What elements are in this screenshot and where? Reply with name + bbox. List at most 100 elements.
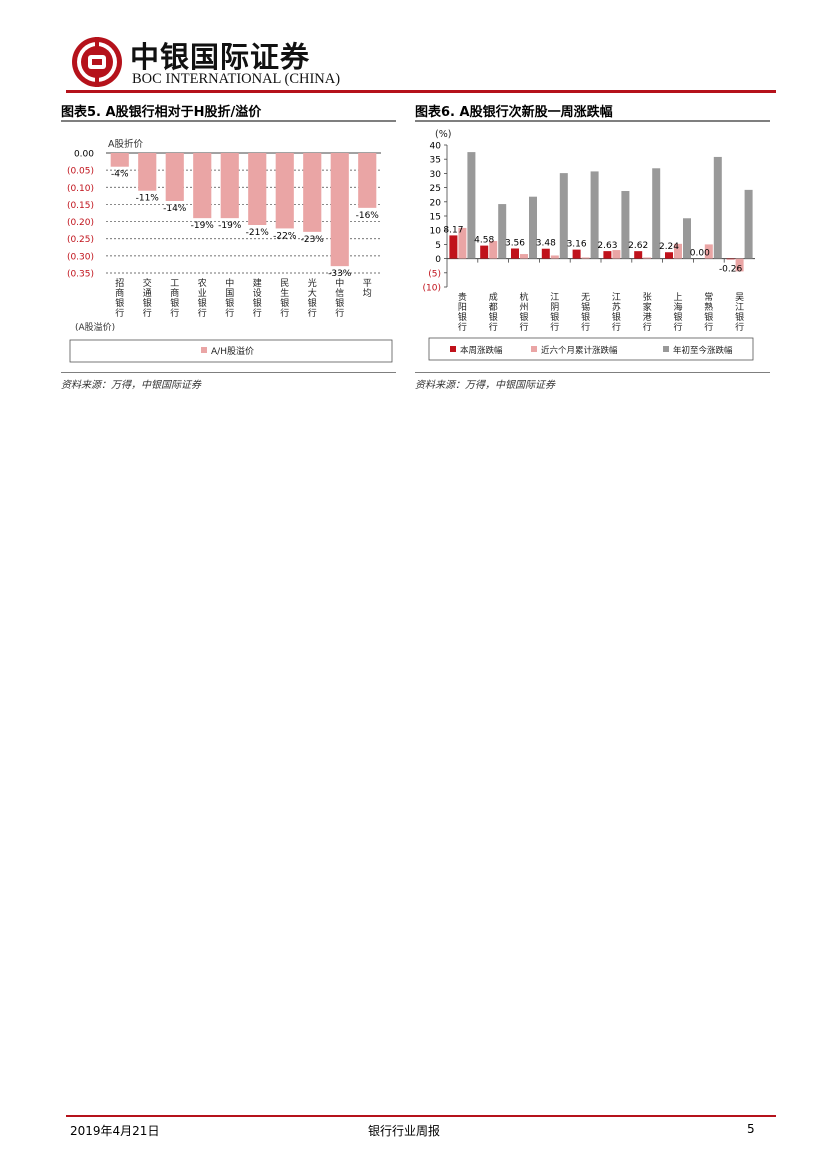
- legend-box: [69, 339, 393, 363]
- data-label: 2.63: [597, 241, 617, 251]
- bar: [489, 240, 498, 259]
- y-axis-title: A股折价: [108, 138, 143, 150]
- boc-logo: [72, 37, 122, 87]
- y-tick-label: 30: [430, 170, 442, 180]
- x-tick-label-char: 银: [170, 297, 179, 309]
- data-label: -22%: [273, 231, 297, 241]
- legend: A/H股溢价: [69, 339, 393, 363]
- data-label: 3.48: [536, 239, 556, 249]
- x-tick-label-char: 行: [225, 307, 234, 319]
- bar: [449, 235, 458, 259]
- footer-rule: [66, 1115, 776, 1117]
- data-label: -0.26: [719, 264, 743, 274]
- data-label: 4.58: [474, 236, 494, 246]
- x-tick-label-char: 行: [581, 321, 590, 333]
- data-label: -21%: [246, 228, 270, 238]
- x-tick-label-char: 行: [550, 321, 559, 333]
- x-tick-label-char: 行: [519, 321, 528, 333]
- x-tick-label-char: 银: [335, 297, 344, 309]
- x-tick-label-char: 贵: [458, 291, 467, 303]
- header-rule: [66, 90, 776, 93]
- x-tick-label-char: 银: [143, 297, 152, 309]
- y-tick-label: (0.20): [67, 218, 94, 228]
- x-tick-label-char: 行: [253, 307, 262, 319]
- bar: [683, 218, 691, 259]
- x-tick-label-char: 江: [735, 302, 744, 313]
- data-label: 8.17: [443, 225, 463, 235]
- x-tick-label-char: 成: [489, 291, 498, 303]
- y-tick-label: (5): [428, 269, 441, 279]
- x-tick-label-char: 行: [458, 321, 467, 333]
- x-tick-label-char: 银: [550, 311, 559, 323]
- bar: [744, 189, 753, 259]
- x-tick-label-char: 行: [643, 321, 652, 333]
- x-tick-label-char: 行: [115, 307, 124, 319]
- legend: 本周涨跌幅 近六个月累计涨跌幅 年初至今涨跌幅: [428, 337, 754, 361]
- bar: [529, 196, 537, 259]
- x-tick-label-char: 阳: [458, 302, 467, 313]
- x-tick-label-char: 海: [673, 301, 682, 313]
- bar: [248, 153, 267, 225]
- x-tick-label-char: 行: [489, 321, 498, 333]
- x-tick-label-char: 银: [280, 297, 289, 309]
- x-tick-label-char: 常: [704, 291, 713, 303]
- figure-title-rule-right: [415, 120, 770, 122]
- x-tick-label-char: 中: [335, 277, 344, 289]
- footer-report-title: 银行行业周报: [368, 1124, 441, 1138]
- bar: [581, 257, 590, 259]
- data-label: -19%: [191, 221, 215, 231]
- bar: [467, 152, 476, 259]
- data-label: -33%: [328, 269, 352, 279]
- bar: [480, 245, 489, 259]
- x-tick-label-char: 行: [308, 307, 317, 319]
- bar: [572, 249, 581, 259]
- figure-title-rule-left: [61, 120, 396, 122]
- bar: [550, 255, 559, 259]
- y-tick-label: 20: [430, 198, 442, 208]
- x-tick-label-char: 交: [143, 277, 152, 289]
- x-tick-label-char: 平: [363, 278, 372, 289]
- x-tick-label-char: 光: [308, 277, 317, 289]
- y-tick-label: 40: [430, 142, 442, 152]
- x-axis-note: (A股溢价): [75, 321, 115, 333]
- x-tick-label: 平均: [363, 278, 372, 299]
- bar: [726, 258, 735, 260]
- y-tick-label: 5: [435, 241, 441, 251]
- x-tick-label-char: 信: [335, 287, 344, 299]
- data-label: 2.24: [659, 242, 679, 252]
- x-tick-label-char: 招: [115, 277, 124, 289]
- bar: [193, 153, 212, 219]
- bar: [511, 248, 519, 259]
- x-tick-label-char: 银: [489, 311, 498, 323]
- bar: [612, 250, 621, 259]
- x-tick-label-char: 银: [198, 297, 207, 309]
- legend-swatch: [663, 346, 669, 352]
- x-tick-label-char: 设: [253, 288, 262, 299]
- data-label: -4%: [111, 170, 129, 180]
- x-tick-label-char: 中: [225, 277, 234, 289]
- bar: [498, 204, 507, 259]
- x-tick-label-char: 阴: [550, 302, 559, 313]
- x-tick-label-char: 银: [581, 311, 590, 323]
- bar: [603, 251, 612, 259]
- x-tick-label-char: 行: [704, 321, 713, 333]
- bar: [634, 251, 643, 259]
- y-tick-label: 35: [430, 156, 441, 166]
- x-tick-label-char: 银: [735, 311, 744, 323]
- legend-swatch: [531, 346, 537, 352]
- bar: [559, 173, 568, 259]
- x-tick-label-char: 均: [363, 287, 372, 299]
- x-tick-label-char: 民: [280, 278, 289, 289]
- data-label: -23%: [301, 235, 325, 245]
- data-label: 3.16: [567, 240, 587, 250]
- bar: [275, 153, 294, 229]
- figure-title-left: 图表5. A股银行相对于H股折/溢价: [61, 105, 262, 120]
